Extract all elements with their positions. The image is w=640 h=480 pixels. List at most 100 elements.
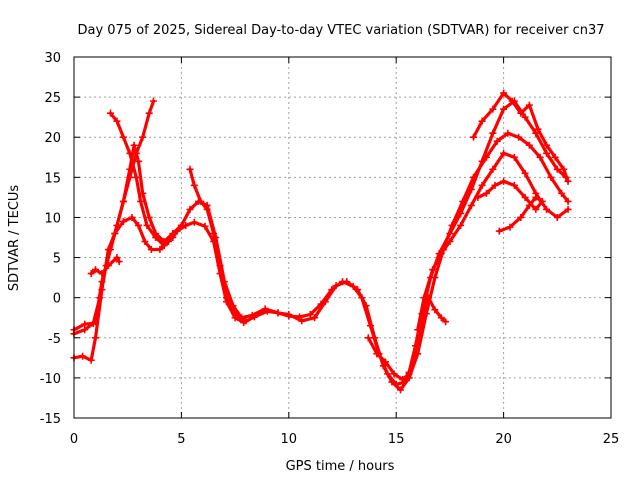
data-point-marker [119, 217, 127, 225]
data-point-marker [379, 362, 387, 370]
data-point-marker [190, 218, 198, 226]
x-tick-label: 25 [603, 432, 620, 447]
data-point-marker [231, 310, 239, 318]
data-point-marker [504, 129, 512, 137]
data-point-marker [500, 105, 508, 113]
data-point-marker [132, 173, 140, 181]
series-track-8 [474, 177, 546, 235]
data-point-marker [381, 358, 389, 366]
series-line-track-1 [72, 99, 568, 386]
data-point-marker [364, 334, 372, 342]
data-point-marker [113, 117, 121, 125]
data-point-marker [107, 246, 115, 254]
series-track-4 [107, 109, 185, 250]
series-track-2 [70, 129, 572, 394]
data-point-marker [306, 311, 314, 319]
data-point-marker [467, 201, 475, 209]
y-tick-label: 20 [44, 131, 61, 146]
data-point-marker [564, 205, 572, 213]
data-point-marker [543, 205, 551, 213]
data-point-marker [390, 370, 398, 378]
data-point-marker [87, 270, 95, 278]
data-point-marker [470, 173, 478, 181]
x-tick-label: 5 [177, 432, 185, 447]
data-point-marker [459, 197, 467, 205]
data-point-marker [551, 153, 559, 161]
y-tick-label: -15 [40, 412, 61, 427]
data-point-marker [223, 294, 231, 302]
data-point-marker [508, 97, 516, 105]
data-point-marker [169, 234, 177, 241]
data-point-marker [113, 254, 121, 262]
data-point-marker [437, 250, 445, 258]
data-point-marker [128, 213, 136, 221]
x-tick-label: 10 [281, 432, 298, 447]
data-point-marker [388, 378, 396, 386]
data-point-marker [126, 149, 134, 157]
data-point-marker [495, 227, 503, 235]
data-point-marker [145, 213, 153, 221]
data-point-marker [321, 298, 329, 306]
data-point-marker [137, 197, 145, 205]
data-point-marker [98, 270, 106, 278]
series-line-track-6 [366, 296, 448, 382]
data-point-marker [134, 221, 142, 229]
data-point-marker [470, 133, 478, 141]
data-point-marker [152, 234, 160, 241]
series-track-3 [70, 97, 157, 338]
plot-frame [73, 56, 612, 419]
data-point-marker [399, 375, 407, 383]
data-point-marker [431, 274, 439, 282]
data-point-marker [517, 213, 525, 221]
data-point-marker [521, 113, 529, 121]
series-line-track-3 [72, 99, 156, 336]
chart-title: Day 075 of 2025, Sidereal Day-to-day VTE… [77, 23, 604, 38]
data-point-marker [274, 309, 282, 317]
data-point-marker [98, 278, 106, 286]
series-line-track-9 [471, 91, 570, 183]
data-point-marker [190, 181, 198, 189]
data-point-marker [414, 326, 422, 334]
data-point-marker [482, 189, 490, 197]
data-point-marker [201, 222, 209, 230]
data-point-marker [248, 311, 256, 319]
data-point-marker [186, 205, 194, 213]
data-point-marker [197, 197, 205, 205]
data-point-marker [474, 193, 482, 201]
data-point-marker [446, 238, 454, 246]
data-point-marker [332, 282, 340, 290]
data-point-marker [478, 117, 486, 125]
data-point-marker [532, 193, 540, 201]
series-track-6 [364, 294, 450, 383]
data-point-marker [482, 153, 490, 161]
data-point-marker [506, 223, 514, 231]
y-tick-label: -5 [48, 332, 61, 347]
data-point-marker [489, 129, 497, 137]
y-tick-label: 10 [44, 211, 61, 226]
y-axis-label: SDTVAR / TECUs [7, 185, 22, 292]
y-tick-label: 25 [44, 91, 61, 106]
data-point-marker [115, 258, 123, 266]
data-point-marker [371, 334, 379, 342]
data-point-marker [91, 318, 99, 326]
data-point-marker [160, 242, 168, 250]
series-track-9 [470, 89, 572, 185]
data-point-marker [149, 97, 157, 105]
data-point-marker [147, 246, 155, 254]
data-point-marker [242, 317, 250, 325]
series-track-5 [186, 165, 250, 325]
data-point-marker [500, 149, 508, 157]
data-point-marker [525, 141, 533, 149]
axis-ticks: 0 5 10 15 20 25 -15 -10 -5 0 5 10 15 20 25 30 [40, 51, 620, 447]
data-point-marker [285, 311, 293, 319]
x-tick-label: 0 [70, 432, 78, 447]
data-point-marker [560, 165, 568, 173]
data-point-marker [558, 189, 566, 197]
data-point-marker [79, 352, 87, 360]
data-point-marker [437, 314, 445, 322]
data-point-marker [126, 173, 134, 181]
data-point-marker [87, 356, 95, 364]
data-point-marker [553, 213, 561, 221]
data-point-marker [543, 149, 551, 157]
